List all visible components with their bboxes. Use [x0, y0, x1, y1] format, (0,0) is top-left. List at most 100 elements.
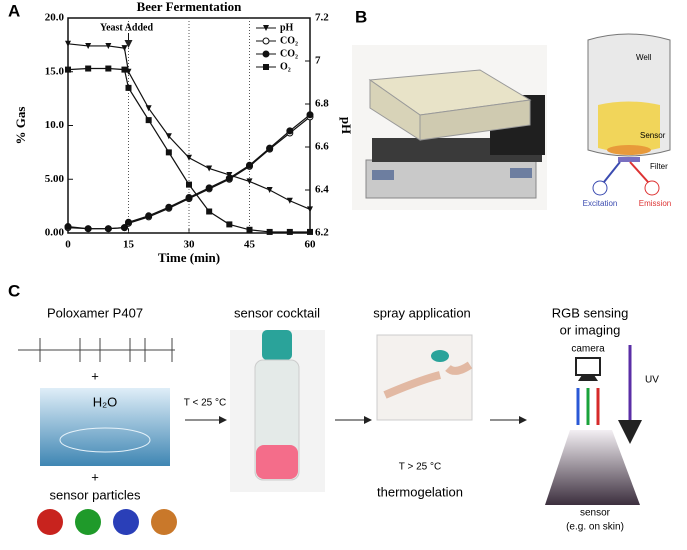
label: T < 25 °C: [184, 398, 226, 409]
data-point: [246, 161, 253, 169]
data-point: [145, 212, 153, 220]
data-point: [165, 149, 172, 156]
label: sensor cocktail: [234, 305, 320, 320]
panel-letter: A: [8, 1, 20, 20]
label: +: [91, 368, 99, 383]
data-point: [246, 178, 253, 185]
y-axis-title: % Gas: [13, 107, 28, 145]
photo: [40, 388, 170, 466]
legend-marker: [263, 64, 269, 70]
y2-tick-label: 7: [315, 55, 321, 67]
photo: [376, 334, 473, 421]
data-point: [105, 42, 112, 49]
data-point: [286, 228, 293, 235]
y2-tick-label: 6.6: [315, 141, 329, 153]
data-point: [286, 127, 294, 135]
label: sensor particles: [49, 487, 141, 502]
data-point: [121, 45, 128, 52]
arrow: [576, 388, 600, 425]
particles: [37, 509, 177, 535]
x-tick-label: 0: [65, 239, 71, 251]
label: Sensor: [640, 131, 666, 140]
data-point: [206, 208, 213, 215]
camera: [575, 357, 601, 376]
legend-label: CO₂: [280, 48, 298, 59]
data-point: [246, 226, 253, 233]
data-point: [226, 221, 233, 228]
label: Well: [636, 53, 652, 62]
label: +: [91, 469, 99, 484]
data-point: [186, 181, 192, 188]
series-line: [67, 116, 311, 230]
label: Poloxamer P407: [47, 305, 143, 320]
chart: Beer Fermentation Time (min) % Gas pH 0 15 30 4…: [13, 0, 354, 265]
y2-tick-label: 6.8: [315, 98, 329, 110]
panel-letter: B: [355, 7, 367, 26]
label: RGB sensing: [552, 305, 629, 320]
label: thermogelation: [377, 484, 463, 499]
label: Emission: [639, 199, 671, 208]
x-tick-label: 30: [184, 239, 196, 251]
y-tick-label: 10.0: [45, 119, 65, 131]
data-point: [266, 228, 273, 235]
data-point: [84, 225, 92, 233]
data-point: [105, 65, 112, 72]
label: UV: [645, 375, 659, 386]
data-point: [307, 206, 313, 213]
legend-marker: [263, 25, 269, 31]
photo: [59, 427, 151, 453]
legend-label: O₂: [280, 61, 291, 72]
y-tick-label: 20.0: [45, 12, 65, 24]
data-point: [120, 224, 128, 232]
data-point: [266, 144, 274, 152]
panel-letter: C: [8, 281, 20, 300]
data-point: [64, 223, 72, 231]
camera: [578, 375, 598, 381]
label: or imaging: [560, 322, 621, 337]
y2-tick-label: 7.2: [315, 12, 329, 24]
data-point: [225, 174, 233, 182]
data-point: [104, 225, 112, 233]
y-tick-label: 0.00: [45, 227, 65, 239]
label: camera: [571, 344, 605, 355]
data-point: [185, 194, 193, 202]
label: spray application: [373, 305, 471, 320]
data-point: [125, 84, 132, 91]
label: Filter: [650, 162, 668, 171]
label: H₂O: [93, 394, 118, 409]
series-line: [67, 43, 311, 210]
chart-title: Beer Fermentation: [137, 0, 243, 14]
data-point: [306, 111, 314, 119]
data-point: [85, 42, 92, 49]
structure: [18, 338, 175, 362]
y-tick-label: 15.0: [45, 65, 65, 77]
data-point: [145, 117, 152, 124]
x-tick-label: 45: [244, 239, 256, 251]
data-point: [307, 228, 313, 235]
label: (e.g. on skin): [566, 522, 624, 533]
data-point: [206, 165, 213, 172]
legend-marker: [262, 50, 270, 58]
sensor: [545, 430, 640, 505]
data-point: [186, 154, 192, 161]
y2-axis-title: pH: [339, 117, 354, 134]
annotation: Yeast Added: [100, 22, 154, 33]
photo: [230, 330, 325, 492]
y2-tick-label: 6.2: [315, 227, 329, 239]
data-point: [286, 197, 293, 204]
data-point: [125, 218, 132, 226]
y-tick-label: 5.00: [45, 173, 65, 185]
data-point: [266, 187, 273, 193]
data-point: [65, 66, 71, 73]
legend-label: CO₂: [280, 35, 298, 46]
data-point: [165, 203, 173, 211]
label: Excitation: [583, 199, 618, 208]
data-point: [165, 133, 172, 140]
label: sensor: [580, 508, 611, 519]
label: T > 25 °C: [399, 462, 441, 473]
data-point: [121, 66, 128, 73]
x-tick-label: 60: [305, 239, 317, 251]
legend-label: pH: [280, 22, 294, 33]
data-point: [85, 65, 92, 72]
legend-marker: [262, 37, 270, 45]
